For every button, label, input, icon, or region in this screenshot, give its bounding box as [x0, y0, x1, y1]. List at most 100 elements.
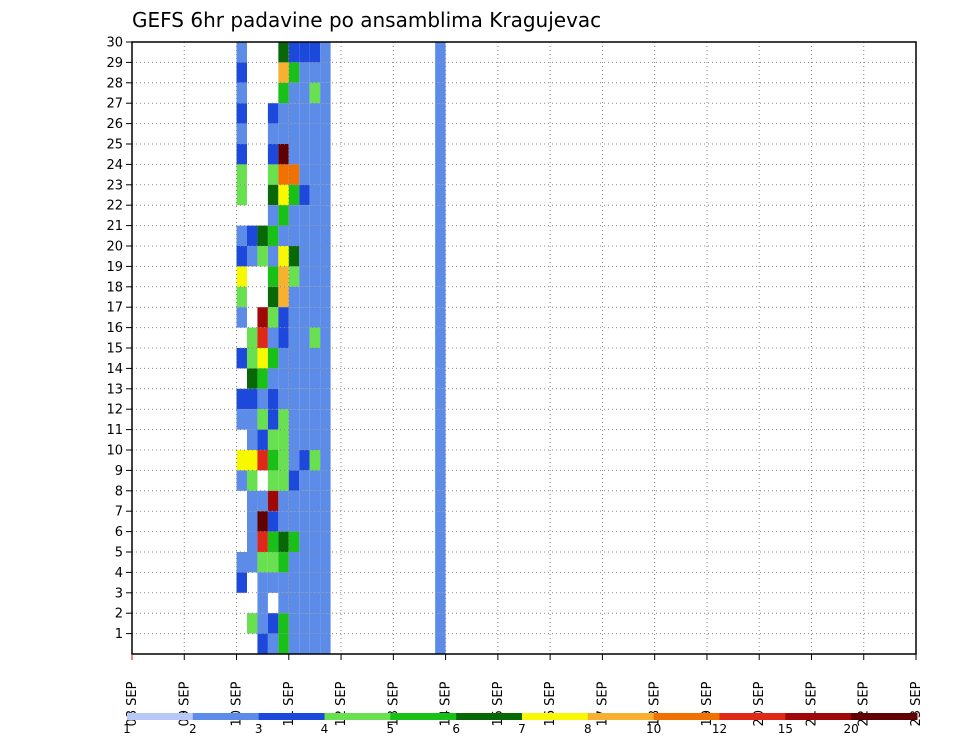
y-tick-label: 24 [106, 158, 123, 173]
colorbar-swatch [192, 713, 260, 720]
heatmap-cell [236, 388, 247, 410]
heatmap-cell [320, 144, 331, 165]
heatmap-cell [299, 388, 310, 410]
heatmap-cell [236, 348, 247, 369]
heatmap-cell [236, 144, 247, 165]
heatmap-cell [435, 490, 446, 512]
y-tick-label: 13 [106, 382, 123, 397]
colorbar-swatch [785, 713, 852, 720]
heatmap-cell [267, 552, 279, 573]
heatmap-cell [299, 103, 310, 124]
heatmap-cell [435, 62, 446, 83]
heatmap-cell [267, 633, 279, 654]
y-tick-label: 14 [106, 362, 123, 377]
colorbar-label: 1 [123, 722, 131, 736]
heatmap-cell [320, 184, 331, 206]
heatmap-cell [299, 82, 310, 104]
colorbar-swatch [653, 713, 720, 720]
heatmap-cell [267, 103, 279, 124]
heatmap-cell [246, 511, 258, 532]
heatmap-cell [435, 266, 446, 287]
heatmap-cell [278, 82, 289, 104]
heatmap-cell [257, 592, 268, 614]
heatmap-cell [309, 511, 321, 532]
heatmap-cell [278, 205, 289, 226]
heatmap-cell [299, 266, 310, 287]
y-tick-label: 6 [115, 525, 123, 540]
y-tick-label: 8 [115, 484, 123, 499]
heatmap-cell [267, 511, 279, 532]
heatmap-cell [309, 286, 321, 308]
heatmap-cell [299, 42, 310, 63]
heatmap-cell [257, 552, 268, 573]
heatmap-cell [435, 613, 446, 634]
colorbar-label: 10 [646, 722, 661, 736]
heatmap-cell [309, 123, 321, 144]
heatmap-cell [299, 531, 310, 552]
colorbar-label: 12 [712, 722, 727, 736]
heatmap-cell [299, 450, 310, 471]
heatmap-cell [320, 246, 331, 267]
heatmap-cell [309, 307, 321, 328]
heatmap-cell [320, 307, 331, 328]
heatmap-cell [257, 531, 268, 552]
heatmap-cell [246, 348, 258, 369]
heatmap-cell [435, 429, 446, 450]
heatmap-cell [299, 572, 310, 593]
heatmap-cell [320, 552, 331, 573]
heatmap-cell [320, 286, 331, 308]
heatmap-cell [246, 490, 258, 512]
heatmap-cell [309, 531, 321, 552]
heatmap-cell [435, 368, 446, 389]
heatmap-cell [246, 613, 258, 634]
heatmap-cell [435, 246, 446, 267]
heatmap-cell [299, 327, 310, 348]
y-tick-label: 12 [106, 403, 123, 418]
heatmap-cell [267, 409, 279, 430]
heatmap-cell [299, 592, 310, 614]
heatmap-cell [309, 409, 321, 430]
heatmap-cell [257, 429, 268, 450]
heatmap-cell [320, 531, 331, 552]
heatmap-cell [288, 164, 300, 185]
heatmap-cell [288, 307, 300, 328]
heatmap-cell [320, 164, 331, 185]
heatmap-cell [257, 246, 268, 267]
heatmap-cell [309, 552, 321, 573]
heatmap-cell [236, 82, 247, 104]
heatmap-cell [278, 490, 289, 512]
heatmap-cell [309, 490, 321, 512]
heatmap-cell [246, 388, 258, 410]
heatmap-cell [278, 531, 289, 552]
heatmap-cell [257, 490, 268, 512]
heatmap-cell [246, 246, 258, 267]
heatmap-cell [435, 450, 446, 471]
heatmap-cell [267, 225, 279, 246]
heatmap-cell [288, 613, 300, 634]
heatmap-cell [257, 511, 268, 532]
heatmap-cell [267, 327, 279, 348]
heatmap-cell [299, 123, 310, 144]
heatmap-cell [299, 184, 310, 206]
heatmap-cell [288, 592, 300, 614]
heatmap-cell [267, 144, 279, 165]
heatmap-cell [435, 144, 446, 165]
heatmap-cell [320, 613, 331, 634]
heatmap-cell [309, 327, 321, 348]
heatmap-cell [435, 205, 446, 226]
heatmap-cell [278, 164, 289, 185]
heatmap-cell [435, 164, 446, 185]
heatmap-cell [320, 42, 331, 63]
heatmap-cell [267, 613, 279, 634]
heatmap-cell [257, 327, 268, 348]
heatmap-cell [299, 225, 310, 246]
heatmap-cell [309, 144, 321, 165]
y-tick-label: 10 [106, 444, 123, 459]
heatmap-cell [278, 613, 289, 634]
heatmap-cell [309, 450, 321, 471]
heatmap-cell [299, 246, 310, 267]
heatmap-cell [299, 62, 310, 83]
heatmap-cell [435, 511, 446, 532]
heatmap-cell [278, 123, 289, 144]
heatmap-cell [435, 552, 446, 573]
